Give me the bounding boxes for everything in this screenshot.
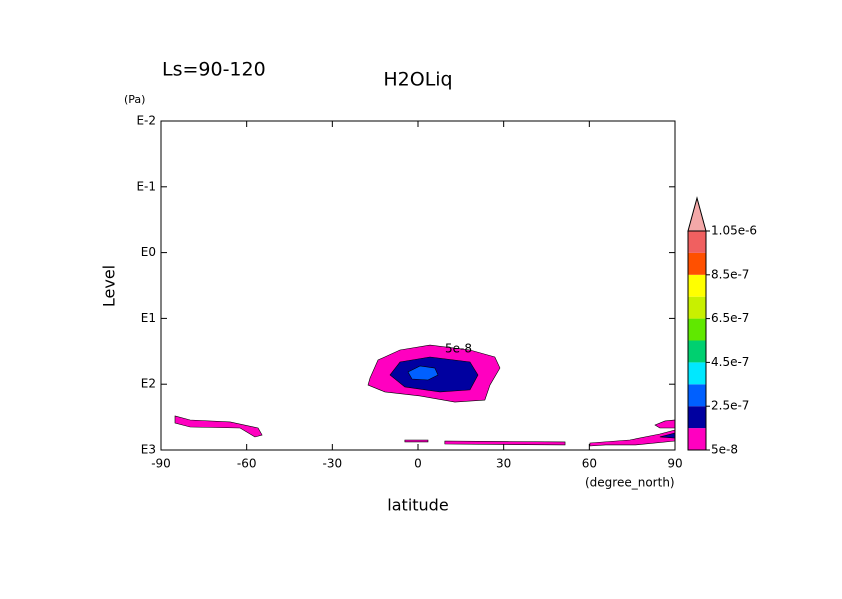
y-tick-label: E2 xyxy=(141,377,156,391)
colorbar-label: 5e-8 xyxy=(711,443,738,457)
colorbar-band xyxy=(688,231,706,253)
colorbar-band xyxy=(688,252,706,275)
contour-regions xyxy=(174,344,676,447)
contour-region xyxy=(654,419,676,429)
colorbar-band xyxy=(688,274,706,297)
contour-region xyxy=(404,439,429,443)
plot-frame xyxy=(160,120,676,451)
y-axis-label: Level xyxy=(100,265,119,307)
x-tick-label: -60 xyxy=(237,457,257,471)
colorbar-frame xyxy=(687,230,707,451)
y-tick-label: E-2 xyxy=(136,114,156,128)
colorbar-label: 2.5e-7 xyxy=(711,399,749,413)
x-tick-label: 30 xyxy=(496,457,511,471)
colorbar-label: 1.05e-6 xyxy=(711,224,757,238)
x-tick-label: 0 xyxy=(414,457,422,471)
y-tick-label: E-1 xyxy=(136,179,156,193)
y-tick-label: E3 xyxy=(141,443,156,457)
colorbar-band xyxy=(688,406,706,429)
contour-region xyxy=(444,440,566,446)
x-tick-label: 90 xyxy=(667,457,682,471)
subtitle: Ls=90-120 xyxy=(162,59,266,81)
x-axis-label: latitude xyxy=(387,496,448,515)
colorbar-band xyxy=(688,384,706,407)
y-tick-label: E1 xyxy=(141,311,156,325)
contour-region xyxy=(589,429,676,447)
colorbar-band xyxy=(688,428,706,450)
chart-title: H2OLiq xyxy=(383,69,452,91)
colorbar-extension xyxy=(687,196,707,232)
x-tick-label: -90 xyxy=(151,457,171,471)
colorbar-label: 8.5e-7 xyxy=(711,267,749,281)
y-tick-label: E0 xyxy=(141,245,156,259)
colorbar-band xyxy=(688,318,706,341)
colorbar-label: 4.5e-7 xyxy=(711,355,749,369)
y-unit: (Pa) xyxy=(124,93,145,106)
contour-region xyxy=(407,365,439,381)
contour-label: 5e-8 xyxy=(445,342,472,356)
x-tick-label: 60 xyxy=(582,457,597,471)
colorbar-band xyxy=(688,296,706,319)
contour-region xyxy=(174,415,263,438)
colorbar-label: 6.5e-7 xyxy=(711,311,749,325)
x-tick-label: -30 xyxy=(323,457,343,471)
x-unit: (degree_north) xyxy=(585,476,675,490)
colorbar-band xyxy=(688,362,706,385)
colorbar-band xyxy=(688,340,706,363)
